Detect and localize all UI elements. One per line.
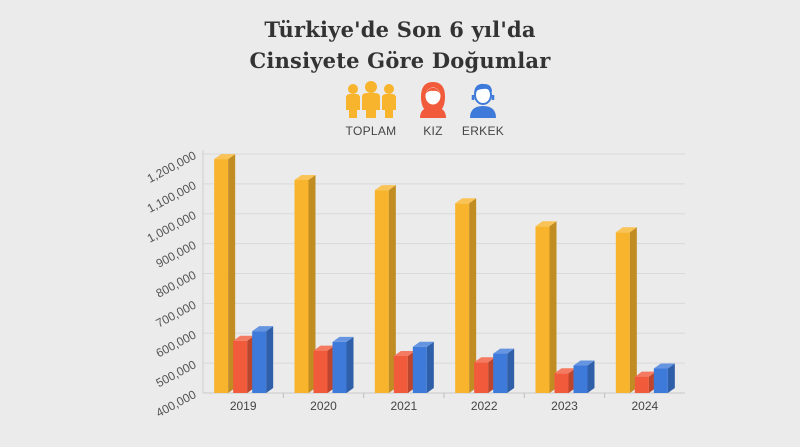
bar-top-kiz [634, 371, 656, 377]
bar-front-erkek [252, 331, 267, 393]
boy-icon [470, 83, 496, 118]
bar-side-toplam [308, 174, 316, 393]
chart-title-line-1: Türkiye'de Son 6 yıl'da [264, 17, 536, 42]
y-tick-label: 500,000 [154, 357, 199, 390]
bar-top-toplam [374, 185, 396, 191]
bar-front-toplam [455, 203, 470, 393]
y-tick-label: 800,000 [154, 268, 199, 301]
bar-front-toplam [535, 226, 550, 393]
bar-front-kiz [233, 340, 248, 393]
bar-side-toplam [549, 221, 557, 393]
bar-side-toplam [228, 154, 236, 393]
y-tick-label: 400,000 [154, 387, 199, 420]
x-tick-label: 2023 [551, 399, 578, 413]
bar-side-toplam [388, 185, 396, 393]
legend-item-toplam: TOPLAM [331, 80, 411, 138]
bar-top-toplam [455, 198, 477, 204]
chart-title-line-2: Cinsiyete Göre Doğumlar [249, 48, 551, 73]
legend-label-erkek: ERKEK [461, 124, 505, 138]
y-tick-label: 700,000 [154, 298, 199, 331]
bar-front-kiz [634, 376, 649, 393]
bar-front-kiz [474, 362, 489, 393]
x-tick-label: 2019 [230, 399, 257, 413]
bar-side-erkek [667, 363, 675, 393]
legend-label-toplam: TOPLAM [345, 124, 397, 138]
bar-side-toplam [629, 227, 637, 393]
bar-front-erkek [412, 346, 427, 393]
bar-front-toplam [294, 179, 309, 393]
bar-front-kiz [313, 350, 328, 393]
group-icon [346, 81, 396, 118]
bar-top-kiz [233, 335, 255, 341]
bar-top-erkek [252, 326, 274, 332]
bar-top-erkek [332, 336, 354, 342]
y-tick-label: 600,000 [154, 327, 199, 360]
bar-side-erkek [426, 341, 434, 393]
bar-top-toplam [214, 154, 236, 160]
bar-front-erkek [573, 365, 588, 393]
legend-label-kiz: KIZ [423, 124, 443, 138]
y-tick-label: 900,000 [154, 238, 199, 271]
x-tick-label: 2021 [390, 399, 417, 413]
bar-top-erkek [653, 363, 675, 369]
bar-front-erkek [493, 353, 508, 393]
girl-icon [420, 82, 446, 118]
bar-side-toplam [469, 198, 477, 393]
bar-front-erkek [653, 368, 668, 393]
bar-top-toplam [535, 221, 557, 227]
bar-front-kiz [554, 373, 569, 393]
bar-top-toplam [294, 174, 316, 180]
bar-side-erkek [507, 348, 515, 393]
bar-front-toplam [615, 232, 630, 393]
legend-item-erkek: ERKEK [443, 80, 523, 138]
bar-front-kiz [393, 355, 408, 393]
x-tick-label: 2024 [631, 399, 658, 413]
bar-top-kiz [313, 345, 335, 351]
x-tick-label: 2022 [471, 399, 498, 413]
bar-side-erkek [346, 336, 354, 393]
bar-front-erkek [332, 341, 347, 393]
bar-top-toplam [615, 227, 637, 233]
bar-front-toplam [214, 159, 229, 393]
bar-top-erkek [412, 341, 434, 347]
x-tick-label: 2020 [310, 399, 337, 413]
bar-side-erkek [587, 360, 595, 393]
bar-top-kiz [393, 350, 415, 356]
bar-top-kiz [554, 368, 576, 374]
bar-top-erkek [493, 348, 515, 354]
bar-front-toplam [374, 190, 389, 393]
legend-item-kiz: KIZ [393, 80, 473, 138]
bar-top-erkek [573, 360, 595, 366]
bar-top-kiz [474, 357, 496, 363]
bar-side-erkek [266, 326, 274, 393]
